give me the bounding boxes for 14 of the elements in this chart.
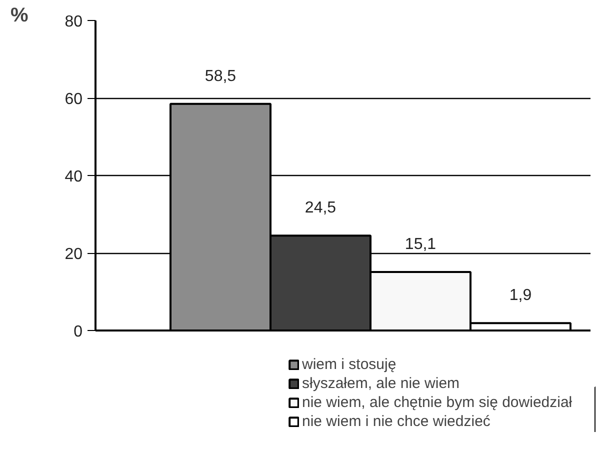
legend-label: nie wiem, ale chętnie bym się dowiedział	[302, 394, 572, 411]
y-tick-label: 20	[64, 246, 83, 263]
legend-label: nie wiem i nie chce wiedzieć	[302, 413, 490, 430]
data-label: 58,5	[204, 68, 236, 85]
y-tick-label: 60	[64, 91, 83, 108]
y-tick-label: 80	[64, 14, 83, 30]
data-label: 15,1	[404, 236, 436, 253]
y-tick-label: 40	[64, 168, 83, 186]
legend-label: wiem i stosuję	[302, 356, 396, 373]
data-label: 24,5	[304, 200, 336, 217]
y-axis-title: %	[10, 4, 28, 26]
y-tick-label: 0	[74, 324, 83, 340]
data-label: 1,9	[509, 287, 532, 304]
legend-label: słyszałem, ale nie wiem	[302, 375, 460, 392]
